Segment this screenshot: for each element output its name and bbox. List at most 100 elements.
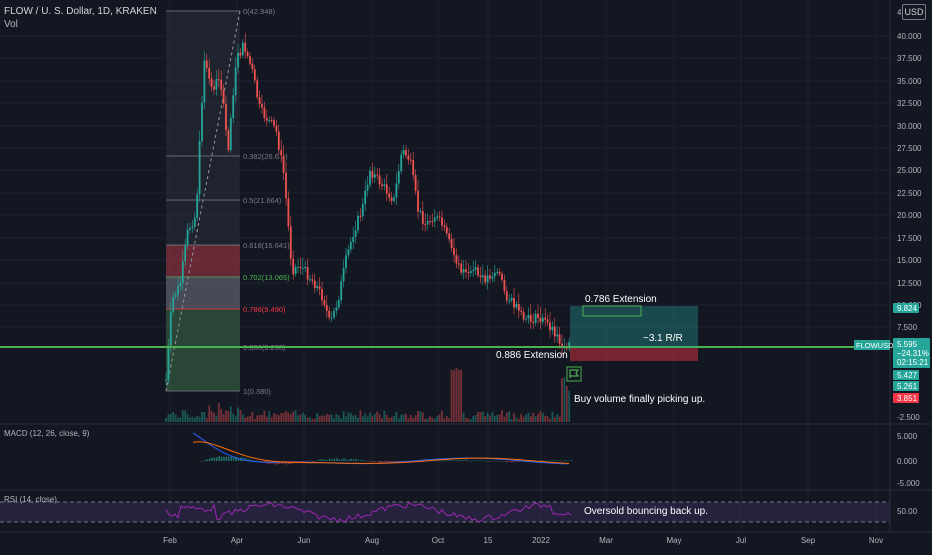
volume-bar <box>477 411 479 422</box>
macd-histogram-bar <box>345 459 348 461</box>
candle-body <box>270 120 273 122</box>
volume-bar <box>342 411 345 422</box>
volume-bar <box>306 417 309 422</box>
candle-body <box>402 150 405 155</box>
candle-body <box>397 171 400 184</box>
price-axis-labels: 9.824 5.427 5.261 3.851 <box>893 303 919 403</box>
volume-bar <box>493 415 496 422</box>
volume-bar <box>400 414 403 422</box>
flag-icon[interactable] <box>566 366 582 382</box>
candle-body <box>261 104 263 108</box>
time-tick: Sep <box>801 536 816 545</box>
macd-axis[interactable]: 5.000 0.000 -5.000 <box>897 432 920 488</box>
macd-title: MACD (12, 26, close, 9) <box>4 429 90 438</box>
candle-body <box>405 150 407 156</box>
extension-target-box[interactable] <box>582 305 642 317</box>
candle-body <box>241 42 244 56</box>
volume-legend: Vol <box>4 19 18 30</box>
volume-bar <box>335 414 338 422</box>
candle-body <box>232 95 235 118</box>
volume-bar <box>546 416 549 422</box>
candle-body <box>448 233 451 240</box>
volume-bar <box>515 417 518 422</box>
candle-body <box>537 313 539 319</box>
candle-body <box>441 217 443 226</box>
volume-bar <box>393 415 395 422</box>
candle-body <box>217 79 220 81</box>
volume-bar <box>184 410 187 422</box>
volume-bar <box>414 415 417 422</box>
volume-bar <box>287 412 290 422</box>
macd-tick: 0.000 <box>897 457 918 466</box>
candle-body <box>541 317 544 322</box>
volume-bar <box>275 414 278 422</box>
volume-bar <box>445 416 448 422</box>
current-price-marker[interactable]: FLOWUSD 5.595 −24.31% 02:15:21 <box>854 338 930 368</box>
volume-bar <box>556 413 559 422</box>
candle-body <box>371 170 374 178</box>
macd-histogram-bar <box>561 461 564 462</box>
candle-body <box>251 63 254 70</box>
candle-body <box>357 215 359 231</box>
volume-bar <box>438 414 441 422</box>
volume-bar <box>457 369 460 422</box>
candle-body <box>409 159 412 161</box>
candle-body <box>508 300 511 302</box>
candle-body <box>553 326 556 337</box>
macd-histogram-bar <box>319 459 321 461</box>
volume-bar <box>205 417 208 422</box>
volume-bar <box>357 417 359 422</box>
price-label: 9.824 <box>897 304 918 313</box>
macd-histogram-bar <box>379 461 381 463</box>
candle-body <box>311 279 314 281</box>
volume-bar <box>273 413 275 422</box>
candle-body <box>520 310 523 312</box>
macd-histogram-bar <box>252 459 254 461</box>
bar-countdown: 02:15:21 <box>897 358 929 367</box>
volume-bar <box>229 406 232 422</box>
time-tick: Jun <box>298 536 311 545</box>
macd-histogram-bar <box>355 459 357 461</box>
candle-body <box>354 230 357 237</box>
price-tick: 22.500 <box>897 189 922 198</box>
macd-histogram-bar <box>216 457 218 461</box>
volume-bar <box>256 415 259 422</box>
candle-body <box>323 300 326 305</box>
macd-histogram-bar <box>304 461 307 462</box>
candle-body <box>517 303 520 311</box>
volume-bar <box>289 414 292 422</box>
macd-histogram-bar <box>499 460 501 462</box>
volume-bar <box>277 415 280 422</box>
rsi-axis[interactable]: 50.00 <box>897 507 918 516</box>
time-axis[interactable]: Feb Apr Jun Aug Oct 15 2022 Mar May Jul Sep Nov <box>163 536 883 545</box>
price-tick: 40.000 <box>897 32 922 41</box>
volume-bar <box>364 413 367 422</box>
candle-body <box>304 267 307 269</box>
candle-body <box>227 130 230 151</box>
volume-bar <box>318 416 321 422</box>
volume-bar <box>544 415 547 422</box>
macd-histogram-bar <box>487 461 489 462</box>
volume-bar <box>431 417 434 422</box>
candle-body <box>436 216 439 218</box>
price-tick: 35.000 <box>897 77 922 86</box>
price-label-box <box>893 370 919 380</box>
currency-button[interactable]: USD <box>902 4 926 20</box>
extension-786-label: 0.786 Extension <box>585 294 657 305</box>
candle-body <box>277 131 280 150</box>
candle-body <box>186 229 189 246</box>
macd-histogram-bar <box>321 459 324 461</box>
macd-histogram-bar <box>333 458 336 461</box>
price-label: 3.851 <box>897 394 918 403</box>
macd-histogram-bar <box>465 459 468 461</box>
volume-bar <box>479 412 482 422</box>
macd-histogram-bar <box>367 460 369 462</box>
candle-body <box>421 211 424 224</box>
price-label: 5.427 <box>897 371 918 380</box>
volume-bar <box>441 410 443 422</box>
symbol-title: FLOW / U. S. Dollar, 1D, KRAKEN <box>4 6 157 17</box>
long-position-profit-zone[interactable] <box>570 306 698 348</box>
long-position-loss-zone[interactable] <box>570 348 698 361</box>
